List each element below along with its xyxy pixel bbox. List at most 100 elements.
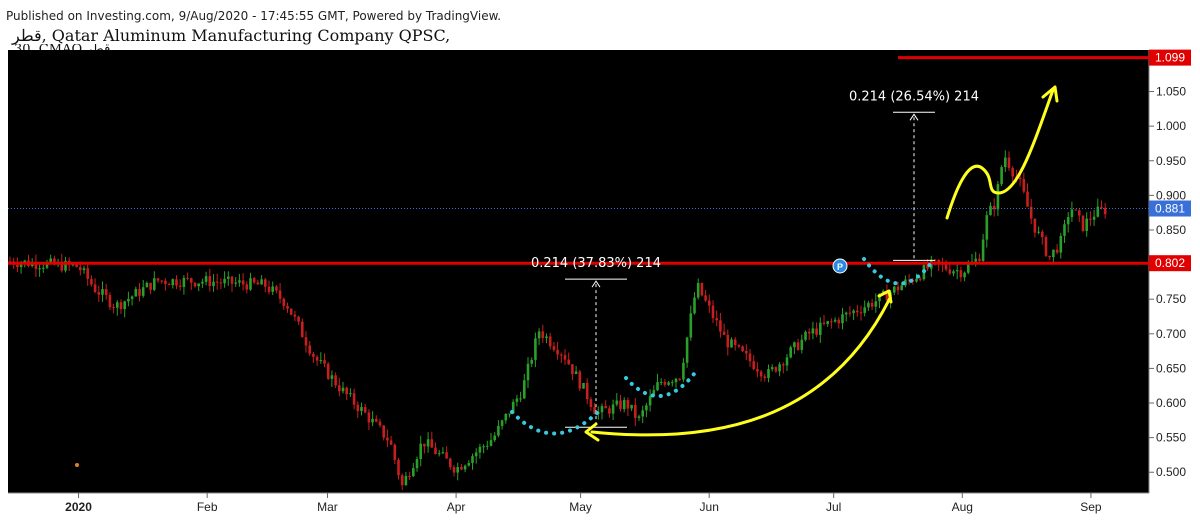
candle-body <box>101 289 104 295</box>
candle-body <box>1096 206 1100 217</box>
candle-body <box>489 440 493 446</box>
candle-body <box>711 305 715 319</box>
x-tick-label: May <box>569 500 592 514</box>
candle-body <box>145 282 149 288</box>
candle-body <box>326 363 330 379</box>
candle-body <box>360 407 363 412</box>
candle-body <box>948 269 952 274</box>
candle-body <box>722 331 726 335</box>
candle-body <box>796 342 800 350</box>
event-marker[interactable] <box>832 258 848 274</box>
dots-cup-1 <box>510 410 600 436</box>
candle-body <box>578 371 582 389</box>
candle-body <box>552 346 556 350</box>
candle-body <box>215 281 219 283</box>
candle-body <box>308 345 311 354</box>
candle-body <box>800 339 804 350</box>
candle-body <box>663 382 667 385</box>
candle-body <box>352 393 356 405</box>
candle-body <box>615 400 619 405</box>
candle-body <box>693 297 696 314</box>
price-tag <box>1149 255 1191 272</box>
candle-body <box>637 416 641 418</box>
measure-1-arrowhead <box>591 280 601 288</box>
candle-body <box>260 279 263 285</box>
candle-body <box>667 382 670 385</box>
candle-body <box>1070 209 1074 218</box>
candle-body <box>423 443 426 447</box>
candle-body <box>156 278 160 281</box>
candle-body <box>918 278 922 280</box>
candle-body <box>282 298 286 306</box>
candle-body <box>49 258 52 263</box>
candle-body <box>874 301 878 307</box>
candle-body <box>907 279 911 281</box>
candle-body <box>1055 249 1059 253</box>
candle-body <box>1089 218 1092 220</box>
candle-body <box>60 261 64 271</box>
candle-body <box>708 300 711 306</box>
candle-body <box>486 445 489 447</box>
dots-cup-2 <box>624 372 696 398</box>
candle-body <box>548 336 552 347</box>
candle-body <box>511 401 515 414</box>
candle-body <box>830 321 833 323</box>
candle-body <box>386 437 389 441</box>
candle-body <box>415 459 419 469</box>
candle-body <box>86 268 89 279</box>
y-tick-label: 0.550 <box>1156 431 1186 445</box>
price-tag <box>1149 200 1191 217</box>
y-tick-label: 0.750 <box>1156 292 1186 306</box>
candle-body <box>608 408 611 414</box>
candle-body <box>770 367 774 370</box>
candle-body <box>1041 231 1044 238</box>
candle-body <box>97 292 101 295</box>
candle-body <box>204 276 208 282</box>
candle-body <box>656 382 659 391</box>
measure-2-arrowhead <box>909 113 919 121</box>
candle-body <box>474 452 478 457</box>
candle-body <box>116 302 119 308</box>
candle-body <box>619 400 622 410</box>
candle-body <box>981 239 985 261</box>
candle-body <box>256 282 260 285</box>
candle-body <box>412 468 415 477</box>
candle-body <box>700 283 704 296</box>
candle-body <box>190 278 193 283</box>
y-tick-label: 0.600 <box>1156 396 1186 410</box>
event-marker-label: P <box>837 262 843 272</box>
candle-body <box>1078 210 1081 216</box>
candle-body <box>201 281 204 284</box>
candle-body <box>71 264 75 266</box>
candle-body <box>741 346 744 352</box>
candle-body <box>645 405 648 411</box>
candle-body <box>404 475 408 486</box>
projection-arrow-head <box>1041 85 1059 103</box>
candle-body <box>556 349 559 355</box>
candle-body <box>289 308 293 315</box>
candle-body <box>852 310 855 314</box>
candle-body <box>863 307 866 313</box>
candle-body <box>171 279 175 286</box>
candle-body <box>967 264 970 273</box>
candle-body <box>238 280 241 283</box>
candle-body <box>726 334 730 348</box>
candle-body <box>560 354 563 356</box>
candle-body <box>915 278 918 282</box>
candle-body <box>338 385 341 392</box>
candle-body <box>234 282 237 284</box>
candle-body <box>789 347 792 358</box>
candle-body <box>286 305 289 309</box>
candle-body <box>341 387 345 392</box>
candle-body <box>264 279 267 287</box>
candle-body <box>278 290 282 299</box>
candle-body <box>434 447 437 454</box>
candle-body <box>1044 237 1048 256</box>
candle-body <box>959 270 963 278</box>
y-tick-label: 1.050 <box>1156 85 1186 99</box>
candle-body <box>1081 215 1085 232</box>
candle-body <box>763 376 767 378</box>
candle-body <box>885 290 889 301</box>
candle-body <box>119 302 123 310</box>
